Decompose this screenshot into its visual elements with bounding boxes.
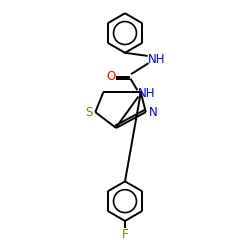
Text: NH: NH [148, 53, 165, 66]
Text: NH: NH [138, 87, 155, 100]
Text: S: S [85, 106, 92, 119]
Text: F: F [122, 228, 128, 241]
Text: N: N [149, 106, 158, 119]
Text: O: O [106, 70, 116, 83]
